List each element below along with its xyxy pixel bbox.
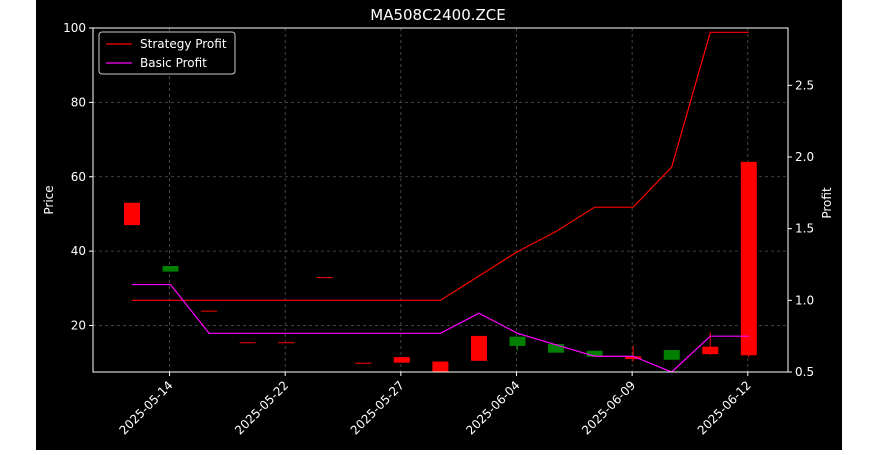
axis-ticks: 20 40 60 80 100 0.5 1.0 1.5 2.0 2.5 2025-05-14 2025… (63, 21, 814, 437)
y-tick-label-right: 0.5 (795, 365, 814, 379)
basic-profit-line (132, 283, 749, 373)
x-tick-label: 2025-06-04 (463, 378, 522, 437)
y-tick-label-left: 20 (71, 319, 86, 333)
legend-box (98, 31, 236, 75)
chart-title: MA508C2400.ZCE (370, 6, 505, 24)
candle-body (586, 350, 603, 357)
candle-body (625, 356, 642, 359)
legend: Strategy Profit Basic Profit (98, 31, 236, 75)
candle-body (702, 346, 719, 355)
y-axis-label-left: Price (42, 185, 56, 214)
candle-body (162, 266, 179, 272)
candle-body (740, 161, 757, 356)
candle-body (278, 342, 295, 344)
legend-label-strategy: Strategy Profit (140, 37, 227, 51)
candle-body (470, 335, 487, 361)
x-tick-label: 2025-05-27 (348, 378, 407, 437)
candle-body (509, 336, 526, 346)
candle-body (239, 342, 256, 344)
candle-body (393, 357, 410, 363)
y-tick-label-left: 80 (71, 95, 86, 109)
candle-body (201, 310, 218, 312)
strategy-profit-line (132, 31, 749, 301)
x-tick-label: 2025-06-12 (695, 378, 754, 437)
legend-label-basic: Basic Profit (140, 56, 207, 70)
candle-body (316, 277, 333, 279)
chart: MA508C2400.ZCE 20 40 60 80 100 0.5 1.0 1.5 2.0 2.… (42, 6, 834, 437)
candle-body (124, 202, 140, 226)
y-tick-label-left: 60 (71, 170, 86, 184)
y-tick-label-right: 1.5 (795, 222, 814, 236)
x-tick-label: 2025-05-22 (232, 378, 291, 437)
chart-figure: MA508C2400.ZCE 20 40 60 80 100 0.5 1.0 1.5 2.0 2.… (36, 0, 842, 450)
candles (124, 161, 757, 372)
y-tick-label-left: 100 (63, 21, 86, 35)
y-tick-label-right: 2.0 (795, 150, 814, 164)
profit-lines (132, 31, 749, 373)
y-tick-label-right: 2.5 (795, 78, 814, 92)
x-tick-label: 2025-06-09 (579, 378, 638, 437)
candle-body (432, 361, 449, 372)
grid (93, 27, 788, 372)
x-tick-label: 2025-05-14 (116, 378, 175, 437)
y-tick-label-left: 40 (71, 244, 86, 258)
candle-body (663, 350, 680, 360)
candle-body (355, 362, 372, 364)
candle-body (548, 344, 565, 353)
y-axis-label-right: Profit (820, 187, 834, 219)
plot-frame (92, 27, 789, 373)
y-tick-label-right: 1.0 (795, 293, 814, 307)
